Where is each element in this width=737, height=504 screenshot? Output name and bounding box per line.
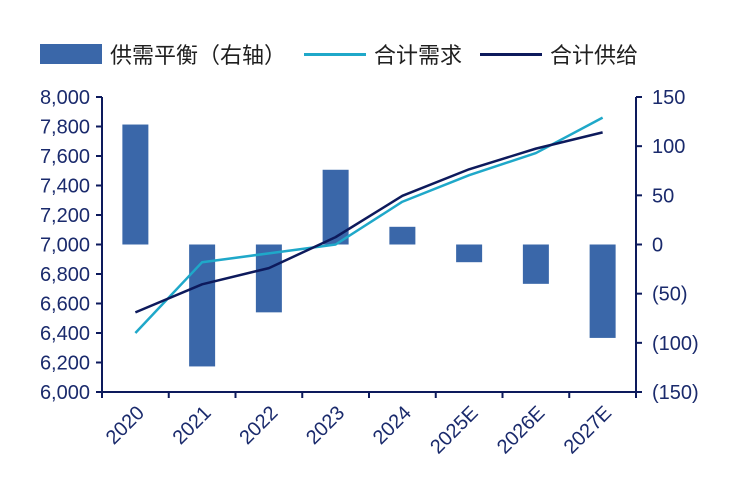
left-tick-label: 7,600: [40, 146, 90, 168]
right-tick-label: 100: [652, 136, 685, 158]
legend-label-demand: 合计需求: [374, 44, 463, 69]
bar-balance-2025E: [456, 244, 483, 263]
bar-balance-2027E: [589, 244, 616, 338]
line-demand: [134, 116, 604, 334]
x-tick-label-2026E: 2026E: [493, 402, 549, 458]
bar-balance-2024: [389, 226, 416, 245]
left-tick-label: 6,000: [40, 382, 90, 404]
x-tick-label-2022: 2022: [235, 402, 282, 449]
line-supply: [134, 131, 603, 314]
legend-item-supply: 合计供给: [480, 38, 638, 70]
right-tick-label: (50): [652, 284, 688, 306]
legend-swatch-supply: [480, 52, 543, 56]
left-tick-label: 6,800: [40, 264, 90, 286]
right-tick-label: (150): [652, 382, 699, 404]
bar-balance-2021: [189, 244, 216, 367]
bar-balance-2020: [122, 124, 149, 245]
legend-swatch-balance: [40, 44, 102, 64]
legend-label-balance: 供需平衡（右轴）: [110, 44, 287, 69]
right-tick-label: 50: [652, 185, 674, 207]
left-tick-label: 6,200: [40, 353, 90, 375]
x-tick-label-2023: 2023: [302, 402, 349, 449]
x-tick-label-2027E: 2027E: [560, 402, 616, 458]
x-tick-label-2021: 2021: [169, 402, 216, 449]
legend-label-supply: 合计供给: [550, 44, 639, 69]
left-tick-label: 7,000: [40, 235, 90, 257]
left-tick-label: 6,600: [40, 294, 90, 316]
right-tick-label: 0: [652, 235, 663, 257]
chart-legend: 供需平衡（右轴） 合计需求 合计供给: [40, 38, 638, 70]
left-tick-label: 7,400: [40, 176, 90, 198]
bar-balance-2022: [255, 244, 282, 313]
x-tick-label-2025E: 2025E: [426, 402, 482, 458]
left-tick-label: 7,800: [40, 117, 90, 139]
left-tick-label: 6,400: [40, 323, 90, 345]
left-tick-label: 7,200: [40, 205, 90, 227]
x-tick-label-2024: 2024: [369, 402, 416, 449]
x-tick-label-2020: 2020: [102, 402, 149, 449]
bar-balance-2023: [322, 169, 349, 245]
left-tick-label: 8,000: [40, 87, 90, 109]
right-tick-label: (100): [652, 333, 699, 355]
legend-item-balance: 供需平衡（右轴）: [40, 38, 286, 70]
legend-item-demand: 合计需求: [304, 38, 462, 70]
right-tick-label: 150: [652, 87, 685, 109]
bar-balance-2026E: [522, 244, 549, 284]
legend-swatch-demand: [304, 52, 367, 56]
